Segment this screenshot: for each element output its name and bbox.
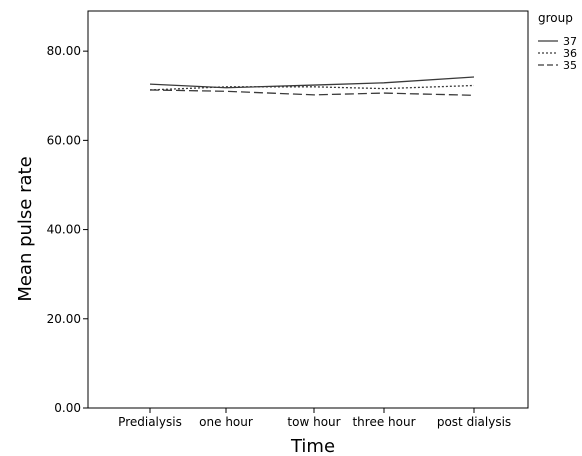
series-layer [149, 76, 475, 96]
series-line-36 [149, 84, 475, 91]
y-axis-label: Mean pulse rate [15, 156, 36, 301]
plot-area [87, 10, 529, 409]
x-tick-label: post dialysis [437, 415, 511, 429]
x-tick-label: three hour [352, 415, 415, 429]
legend-label-35: 35 [563, 59, 577, 72]
legend-label-37: 37 [563, 35, 577, 48]
series-line-37 [149, 76, 475, 89]
y-tick-label: 0.00 [54, 401, 81, 415]
y-tick-label: 80.00 [47, 44, 81, 58]
y-tick-label: 20.00 [47, 312, 81, 326]
x-tick-label: one hour [199, 415, 253, 429]
x-tick-label: Predialysis [118, 415, 182, 429]
x-tick-label: tow hour [287, 415, 340, 429]
x-axis-ticks: Predialysis one hour tow hour three hour pos… [118, 408, 511, 429]
legend-title: group [538, 11, 573, 25]
y-tick-label: 60.00 [47, 133, 81, 147]
y-axis-ticks: 0.00 20.00 40.00 60.00 80.00 [47, 44, 88, 415]
series-line-35 [149, 89, 475, 96]
y-tick-label: 40.00 [47, 223, 81, 237]
legend-label-36: 36 [563, 47, 577, 60]
x-axis-label: Time [290, 436, 335, 456]
